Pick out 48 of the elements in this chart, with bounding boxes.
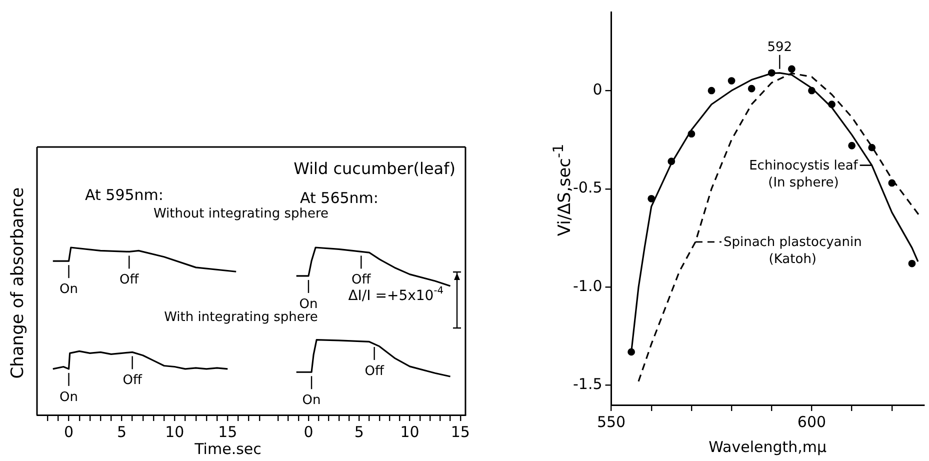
point [648,194,656,202]
annotation: On [60,390,78,405]
point [708,86,716,94]
x-tick-label: 15 [450,422,470,441]
point [908,260,916,268]
point [748,84,756,92]
text: With integrating sphere [164,310,318,326]
x-tick-label: 15 [218,422,238,441]
x-tick-label: 550 [596,412,626,431]
x-tick-label: 10 [165,422,184,441]
chart-subtitle: At 565nm: [300,189,378,207]
x-tick-label: 10 [400,422,420,441]
point [888,179,896,187]
point [868,144,876,152]
annotation: 592 [767,40,792,55]
x-tick-label: 0 [304,422,314,441]
point [688,130,696,138]
chart-title: At 595nm: [85,186,164,204]
point [628,348,636,356]
annotation: Off [120,272,140,288]
chart-title: Wild cucumber(leaf) [294,159,456,178]
annotation: On [60,282,78,298]
point [668,158,676,166]
point [808,86,816,94]
x-tick-label: 600 [797,412,826,431]
y-tick-label: -1.0 [572,276,602,295]
point [828,100,836,108]
x-axis-title: Wavelength,mμ [708,438,828,456]
y-tick-label: -0.5 [572,178,602,197]
point [788,65,796,73]
annotation: On [302,393,321,408]
annotation: On [299,296,318,312]
x-tick-label: 5 [354,422,364,441]
annotation: Off [122,373,143,388]
point [768,69,776,77]
series-label: Echinocystis leaf (In sphere) [749,158,858,190]
point [728,77,736,84]
text: Without integrating sphere [153,206,329,222]
x-axis-title: Time.sec [194,440,262,458]
y-axis-title: Change of absorbance [8,187,28,379]
legend-label: Spinach plastocyanin (Katoh) [723,234,862,267]
annotation: Off [364,364,385,379]
point [848,142,856,150]
annotation: Off [352,272,372,288]
x-tick-label: 0 [64,422,74,441]
y-tick-label: 0 [592,80,602,98]
x-tick-label: 5 [116,422,126,441]
y-tick-label: -1.5 [572,375,602,394]
